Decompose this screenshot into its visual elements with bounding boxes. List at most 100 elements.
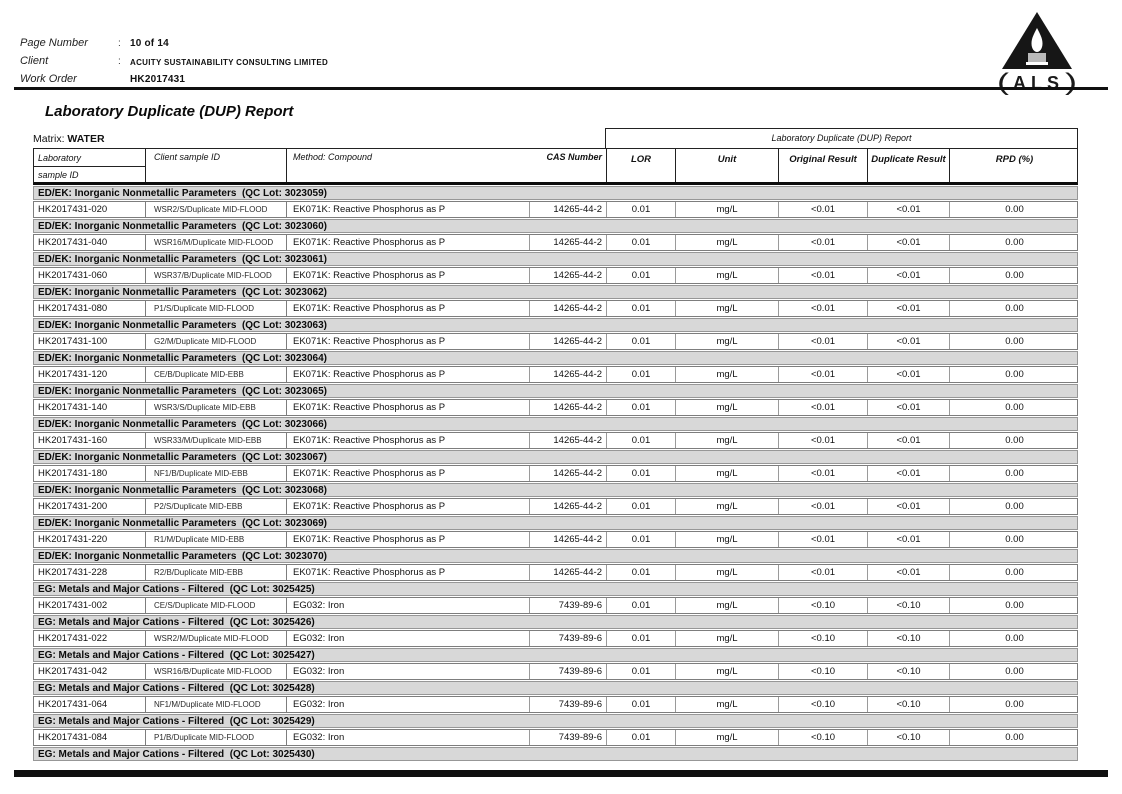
lab-sample-id-cell: HK2017431-228 [38,567,108,578]
rpd-cell: 0.00 [949,466,1079,481]
section-header-row: EG: Metals and Major Cations - Filtered … [33,582,1078,596]
lor-cell: 0.01 [606,400,675,415]
meta-separator: : [118,38,121,49]
lor-cell: 0.01 [606,433,675,448]
section-header-row: ED/EK: Inorganic Nonmetallic Parameters … [33,351,1078,365]
table-row: HK2017431-140 WSR3/S/Duplicate MID-EBB EK0… [33,399,1078,416]
rpd-cell: 0.00 [949,532,1079,547]
als-logo: ( ALS ) [997,12,1077,97]
page-title: Laboratory Duplicate (DUP) Report [45,103,294,120]
lor-cell: 0.01 [606,268,675,283]
table-row: HK2017431-100 G2/M/Duplicate MID-FLOOD EK0… [33,333,1078,350]
duplicate-result-cell: <0.01 [867,499,949,514]
section-header-row: ED/EK: Inorganic Nonmetallic Parameters … [33,252,1078,266]
table-row: HK2017431-200 P2/S/Duplicate MID-EBB EK071… [33,498,1078,515]
meta-label: Page Number [20,37,88,49]
client-sample-id-cell: P1/S/Duplicate MID-FLOOD [145,301,286,316]
table-body: ED/EK: Inorganic Nonmetallic Parameters … [33,186,1078,761]
meta-separator [118,73,130,74]
table-span-header-row: Laboratory Duplicate (DUP) Report [33,128,1078,148]
section-header-row: ED/EK: Inorganic Nonmetallic Parameters … [33,483,1078,497]
table-row: HK2017431-084 P1/B/Duplicate MID-FLOOD EG0… [33,729,1078,746]
lor-cell: 0.01 [606,631,675,646]
lab-sample-id-cell: HK2017431-140 [38,402,108,413]
rpd-cell: 0.00 [949,631,1079,646]
cas-number-cell: 14265-44-2 [529,202,606,217]
method-compound-cell: EG032: Iron [286,697,529,712]
rpd-cell: 0.00 [949,202,1079,217]
cas-number-cell: 7439-89-6 [529,598,606,613]
unit-cell: mg/L [675,598,778,613]
original-result-cell: <0.01 [778,565,867,580]
lab-sample-id-cell: HK2017431-200 [38,501,108,512]
report-meta: Page Number : 10 of 14 Client : ACUITY S… [20,37,328,91]
rpd-cell: 0.00 [949,235,1079,250]
client-sample-id-cell: P1/B/Duplicate MID-FLOOD [145,730,286,745]
original-result-cell: <0.10 [778,664,867,679]
duplicate-result-cell: <0.01 [867,235,949,250]
lab-sample-id-cell: HK2017431-060 [38,270,108,281]
section-header-row: EG: Metals and Major Cations - Filtered … [33,615,1078,629]
method-compound-cell: EK071K: Reactive Phosphorus as P [286,532,529,547]
duplicate-result-cell: <0.10 [867,664,949,679]
client-sample-id-cell: R1/M/Duplicate MID-EBB [145,532,286,547]
client-sample-id-cell: WSR2/S/Duplicate MID-FLOOD [145,202,286,217]
client-sample-id-cell: R2/B/Duplicate MID-EBB [145,565,286,580]
cas-number-cell: 14265-44-2 [529,433,606,448]
lor-cell: 0.01 [606,730,675,745]
table-row: HK2017431-040 WSR16/M/Duplicate MID-FLOOD… [33,234,1078,251]
column-header-unit: Unit [675,149,778,182]
lor-cell: 0.01 [606,235,675,250]
meta-page-number: Page Number : 10 of 14 [20,37,328,55]
lor-cell: 0.01 [606,499,675,514]
lab-sample-id-cell: HK2017431-040 [38,237,108,248]
client-sample-id-cell: CE/B/Duplicate MID-EBB [145,367,286,382]
rpd-cell: 0.00 [949,367,1079,382]
method-compound-cell: EK071K: Reactive Phosphorus as P [286,499,529,514]
lab-sample-id-cell: HK2017431-020 [38,204,108,215]
section-header-row: ED/EK: Inorganic Nonmetallic Parameters … [33,450,1078,464]
lab-sample-id-cell: HK2017431-080 [38,303,108,314]
lor-cell: 0.01 [606,202,675,217]
lab-sample-id-cell: HK2017431-022 [38,633,108,644]
footer-rule [14,770,1108,777]
unit-cell: mg/L [675,235,778,250]
rpd-cell: 0.00 [949,400,1079,415]
matrix-label: Matrix: [33,133,65,145]
duplicate-result-cell: <0.10 [867,697,949,712]
client-sample-id-cell: NF1/B/Duplicate MID-EBB [145,466,286,481]
rpd-cell: 0.00 [949,334,1079,349]
rpd-cell: 0.00 [949,268,1079,283]
original-result-cell: <0.10 [778,730,867,745]
table-row: HK2017431-180 NF1/B/Duplicate MID-EBB EK07… [33,465,1078,482]
meta-client: Client : ACUITY SUSTAINABILITY CONSULTIN… [20,55,328,73]
method-compound-cell: EK071K: Reactive Phosphorus as P [286,202,529,217]
lor-cell: 0.01 [606,565,675,580]
section-header-row: ED/EK: Inorganic Nonmetallic Parameters … [33,186,1078,200]
rpd-cell: 0.00 [949,499,1079,514]
section-header-row: ED/EK: Inorganic Nonmetallic Parameters … [33,417,1078,431]
client-sample-id-cell: G2/M/Duplicate MID-FLOOD [145,334,286,349]
method-compound-cell: EG032: Iron [286,730,529,745]
table-row: HK2017431-020 WSR2/S/Duplicate MID-FLOOD E… [33,201,1078,218]
meta-value: 10 of 14 [130,38,169,49]
unit-cell: mg/L [675,664,778,679]
original-result-cell: <0.01 [778,367,867,382]
cas-number-cell: 14265-44-2 [529,400,606,415]
section-header-row: EG: Metals and Major Cations - Filtered … [33,681,1078,695]
duplicate-result-cell: <0.01 [867,202,949,217]
section-header-row: EG: Metals and Major Cations - Filtered … [33,714,1078,728]
lor-cell: 0.01 [606,466,675,481]
cas-number-cell: 14265-44-2 [529,532,606,547]
section-header-row: EG: Metals and Major Cations - Filtered … [33,747,1078,761]
cas-number-cell: 14265-44-2 [529,367,606,382]
cas-number-cell: 7439-89-6 [529,730,606,745]
table-row: HK2017431-160 WSR33/M/Duplicate MID-EBB EK… [33,432,1078,449]
meta-value: ACUITY SUSTAINABILITY CONSULTING LIMITED [130,58,329,67]
original-result-cell: <0.10 [778,697,867,712]
unit-cell: mg/L [675,565,778,580]
table-row: HK2017431-022 WSR2/M/Duplicate MID-FLOOD E… [33,630,1078,647]
original-result-cell: <0.01 [778,466,867,481]
client-sample-id-cell: WSR2/M/Duplicate MID-FLOOD [145,631,286,646]
duplicate-result-cell: <0.10 [867,598,949,613]
